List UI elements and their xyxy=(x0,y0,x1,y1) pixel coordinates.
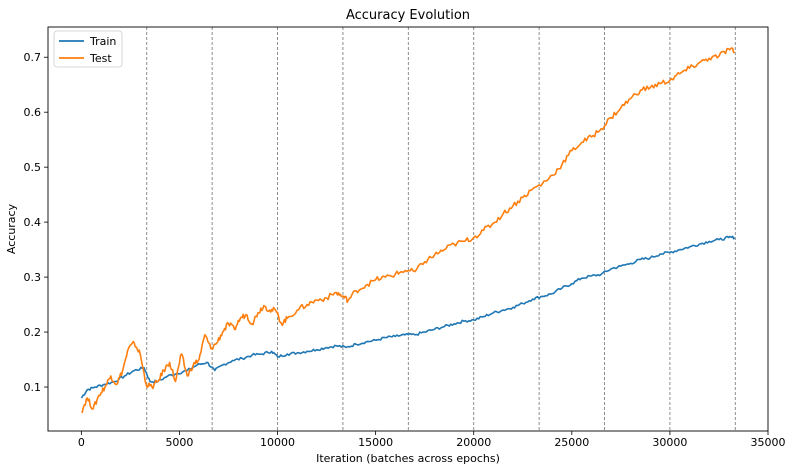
x-tick-label: 10000 xyxy=(260,436,295,449)
x-tick-label: 25000 xyxy=(554,436,589,449)
series-line-test xyxy=(81,47,736,413)
y-tick-label: 0.4 xyxy=(24,216,42,229)
x-tick-label: 30000 xyxy=(652,436,687,449)
chart-title: Accuracy Evolution xyxy=(346,8,470,23)
y-tick-label: 0.1 xyxy=(24,381,42,394)
x-tick-label: 20000 xyxy=(456,436,491,449)
y-tick-label: 0.3 xyxy=(24,271,42,284)
y-tick-label: 0.5 xyxy=(24,161,42,174)
series-layer xyxy=(80,47,736,413)
y-tick-label: 0.7 xyxy=(24,51,42,64)
legend-label-test: Test xyxy=(89,52,112,65)
plot-area xyxy=(47,26,769,432)
x-tick-label: 5000 xyxy=(165,436,193,449)
y-tick-label: 0.6 xyxy=(24,106,42,119)
series-line-train xyxy=(80,235,736,399)
y-axis-label: Accuracy xyxy=(5,203,18,254)
x-axis: 0 5000 10000 15000 20000 25000 30000 35000 xyxy=(78,431,786,449)
y-axis: 0.1 0.2 0.3 0.4 0.5 0.6 0.7 xyxy=(24,51,48,394)
plot-frame xyxy=(47,26,769,432)
x-tick-label: 15000 xyxy=(358,436,393,449)
y-tick-label: 0.2 xyxy=(24,326,42,339)
legend-label-train: Train xyxy=(89,35,116,48)
x-axis-label: Iteration (batches across epochs) xyxy=(316,452,500,465)
legend: Train Test xyxy=(53,30,123,68)
x-tick-label: 0 xyxy=(78,436,85,449)
epoch-boundary-lines xyxy=(146,27,736,431)
x-tick-label: 35000 xyxy=(751,436,786,449)
